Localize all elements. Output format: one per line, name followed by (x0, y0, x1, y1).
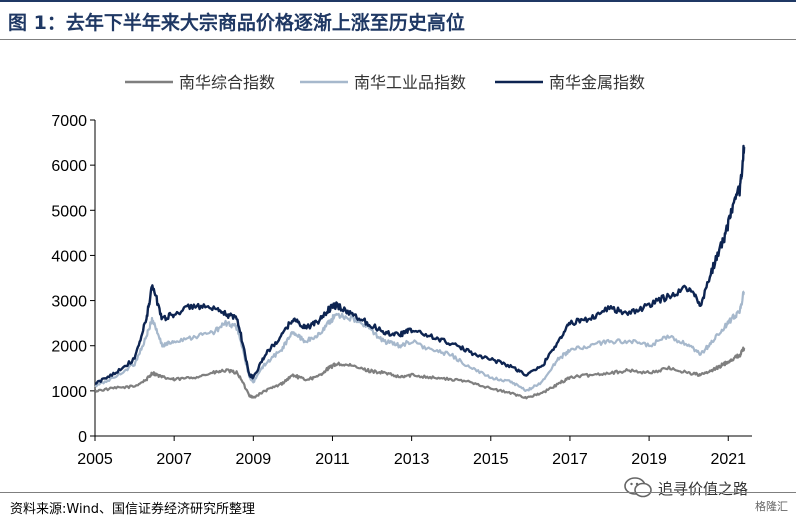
y-tick-label: 5000 (51, 203, 87, 220)
y-tick-label: 7000 (51, 113, 87, 130)
series-line-1 (94, 346, 746, 400)
legend: 南华综合指数 南华工业品指数 南华金属指数 (125, 73, 645, 92)
y-tick-label: 0 (78, 429, 87, 446)
plot-lines (94, 144, 746, 400)
x-tick-label: 2009 (236, 451, 272, 468)
y-tick-label: 1000 (51, 384, 87, 401)
y-tick-label: 6000 (51, 158, 87, 175)
source-bar: 资料来源:Wind、国信证券经济研究所整理 (0, 492, 796, 519)
chart-title: 图 1：去年下半年来大宗商品价格逐渐上涨至历史高位 (8, 12, 465, 34)
source-note: 资料来源:Wind、国信证券经济研究所整理 (10, 502, 256, 517)
x-tick-label: 2015 (473, 451, 509, 468)
title-bar: 图 1：去年下半年来大宗商品价格逐渐上涨至历史高位 (0, 0, 796, 40)
y-tick-label: 2000 (51, 339, 87, 356)
watermark: 追寻价值之路 格隆汇 (622, 476, 792, 513)
watermark-text: 追寻价值之路 (658, 480, 749, 498)
x-tick-label: 2007 (156, 451, 192, 468)
y-tick-label: 3000 (51, 294, 87, 311)
x-axis: 2005 2007 2009 2011 2013 2015 2017 2019 2021 (77, 435, 752, 468)
x-tick-label: 2021 (710, 451, 746, 468)
x-tick-label: 2017 (552, 451, 588, 468)
wechat-icon (624, 477, 652, 498)
x-tick-label: 2019 (631, 451, 667, 468)
series-line-3 (94, 144, 746, 385)
watermark-brand: 格隆汇 (755, 500, 788, 513)
y-tick-label: 4000 (51, 248, 87, 265)
legend-label-1: 南华综合指数 (179, 73, 275, 92)
legend-label-2: 南华工业品指数 (354, 73, 466, 92)
x-tick-label: 2005 (77, 451, 113, 468)
y-axis: 0 1000 2000 3000 4000 5000 6000 7000 (51, 113, 96, 446)
chart: 南华综合指数 南华工业品指数 南华金属指数 0 1000 2000 3000 4000 500… (51, 73, 752, 468)
legend-label-3: 南华金属指数 (549, 73, 645, 92)
series-line-2 (94, 290, 745, 392)
x-tick-label: 2013 (394, 451, 430, 468)
x-tick-label: 2011 (315, 451, 350, 468)
